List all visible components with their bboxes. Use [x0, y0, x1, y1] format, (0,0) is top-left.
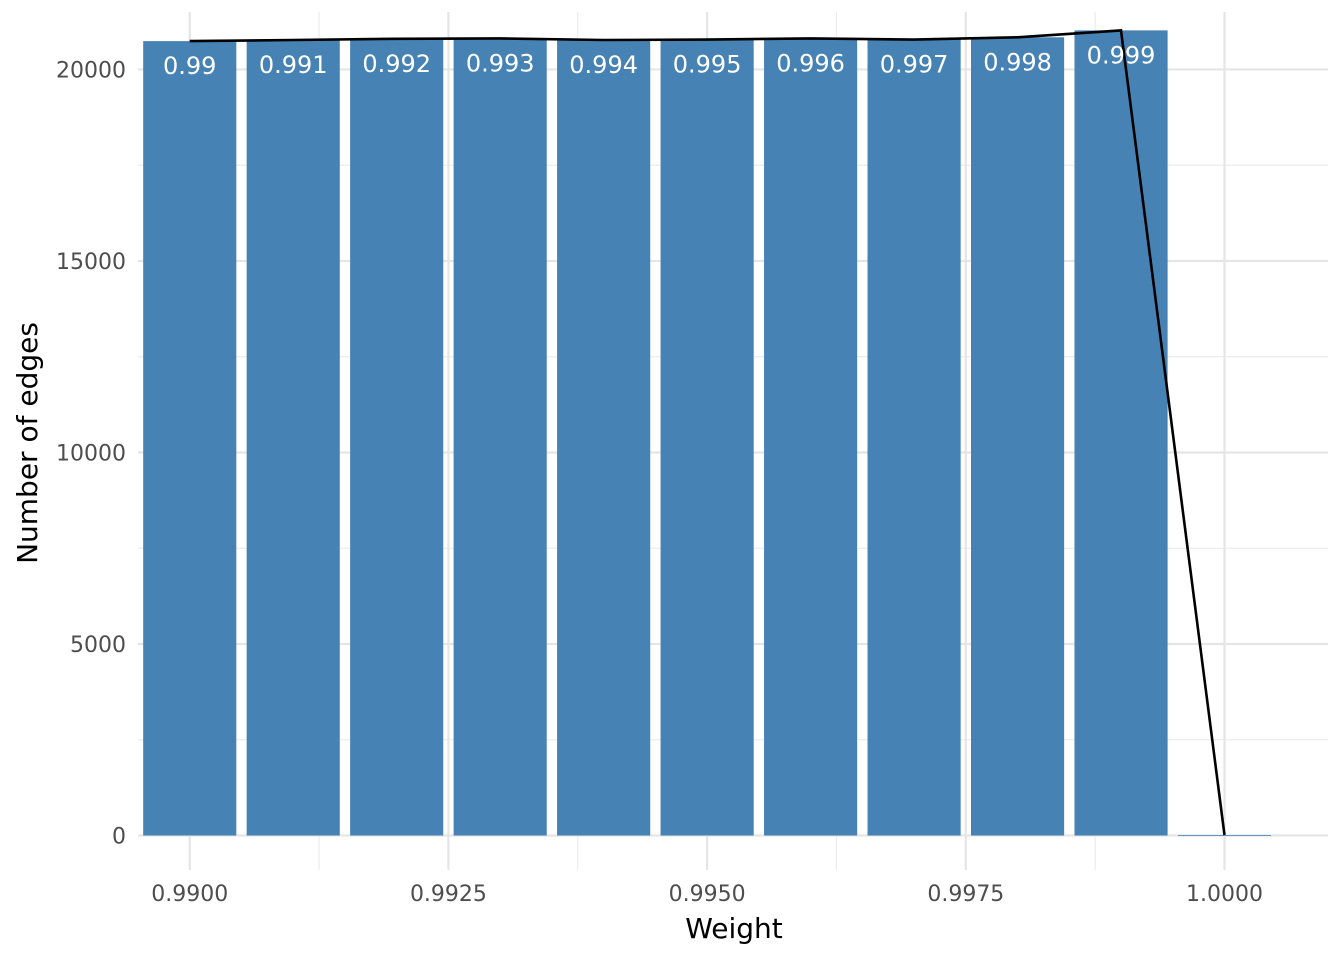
bar-labels: 0.99 0.991 0.992 0.993 0.994 0.995 0.996 0.997 0… — [163, 41, 1155, 80]
x-tick-label: 0.9950 — [669, 882, 746, 907]
trend-line — [189, 29, 1226, 836]
bar — [1177, 835, 1272, 836]
x-tick-label: 0.9975 — [927, 882, 1004, 907]
bar — [660, 39, 754, 836]
bar-label: 0.996 — [776, 49, 845, 77]
y-axis-title: Number of edges — [11, 322, 44, 564]
bar-label: 0.994 — [569, 51, 638, 79]
bar — [867, 39, 961, 836]
bar — [143, 41, 237, 836]
bar — [453, 38, 547, 836]
bar — [1074, 30, 1168, 836]
bar-label: 0.99 — [163, 52, 216, 80]
bar-label: 0.999 — [1087, 41, 1156, 69]
y-tick-label: 20000 — [56, 58, 126, 83]
x-axis-ticks: 0.9900 0.9925 0.9950 0.9975 1.0000 — [151, 882, 1263, 907]
bar-label: 0.997 — [880, 51, 949, 79]
bar — [764, 38, 858, 836]
x-axis-title: Weight — [685, 912, 783, 945]
y-axis-ticks: 0 5000 10000 15000 20000 — [56, 58, 126, 849]
y-tick-label: 0 — [112, 825, 126, 850]
x-tick-label: 0.9900 — [151, 882, 228, 907]
bar — [971, 37, 1065, 836]
bar — [246, 39, 340, 836]
y-tick-label: 5000 — [70, 633, 126, 658]
x-tick-label: 1.0000 — [1186, 882, 1263, 907]
bar — [350, 38, 444, 836]
bar-label: 0.992 — [362, 50, 431, 78]
y-tick-label: 10000 — [56, 441, 126, 466]
bars — [143, 30, 1272, 836]
bar-label: 0.993 — [466, 49, 535, 77]
x-tick-label: 0.9925 — [410, 882, 487, 907]
y-tick-label: 15000 — [56, 250, 126, 275]
bar — [557, 39, 651, 836]
bar-label: 0.995 — [673, 51, 742, 79]
bar-label: 0.991 — [259, 51, 328, 79]
bar-label: 0.998 — [983, 48, 1052, 76]
